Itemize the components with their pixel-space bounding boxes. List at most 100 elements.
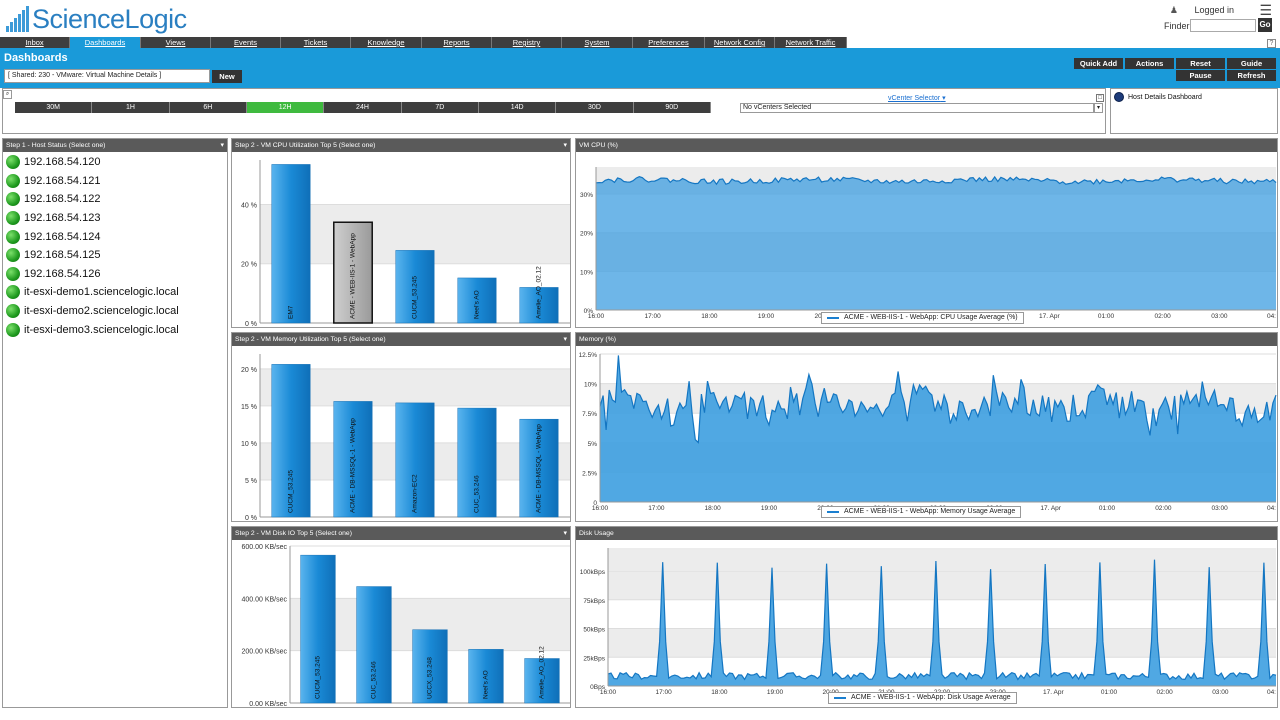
bar[interactable] — [457, 407, 497, 518]
host-item[interactable]: it-esxi-demo3.sciencelogic.local — [3, 320, 227, 339]
x-tick-label: 04: — [1267, 505, 1276, 512]
memory-panel: Memory (%) 0 2.5% 5% 7.5% 10% 12.5% 16:00 17:00… — [575, 332, 1278, 522]
pause-button[interactable]: Pause — [1176, 70, 1225, 81]
y-tick-label: 5 % — [245, 478, 257, 485]
vm-cpu-chart[interactable]: 0%10%20%30%16:0017:0018:0019:0020:0021:0… — [576, 152, 1278, 328]
nav-tab-network-traffic[interactable]: Network Traffic — [775, 37, 847, 48]
nav-tab-registry[interactable]: Registry — [492, 37, 562, 48]
y-tick-label: 400.00 KB/sec — [241, 596, 287, 603]
quick-add-button[interactable]: Quick Add — [1074, 58, 1123, 69]
host-item[interactable]: 192.168.54.126 — [3, 265, 227, 284]
nav-tab-network-config[interactable]: Network Config — [705, 37, 775, 48]
panel-menu-icon[interactable]: ▾ — [220, 142, 224, 149]
nav-tab-reports[interactable]: Reports — [422, 37, 492, 48]
timespan-24h[interactable]: 24H — [324, 102, 402, 113]
disk-usage-chart[interactable]: 0Bps 25kBps 50kBps 75kBps 100kBps 16:00 17:00 1… — [576, 540, 1278, 708]
timespan-30d[interactable]: 30D — [556, 102, 634, 113]
timespan-6h[interactable]: 6H — [169, 102, 247, 113]
nav-tab-events[interactable]: Events — [211, 37, 281, 48]
timespan-1h[interactable]: 1H — [92, 102, 170, 113]
dashboard-select[interactable]: [ Shared: 230 - VMware: Virtual Machine … — [4, 69, 210, 83]
finder-go-button[interactable]: Go — [1258, 18, 1272, 32]
nav-tab-views[interactable]: Views — [141, 37, 211, 48]
help-icon[interactable]: ? — [1267, 39, 1276, 48]
host-item[interactable]: 192.168.54.125 — [3, 246, 227, 265]
bar[interactable] — [468, 649, 504, 704]
y-tick-label: 20% — [580, 231, 593, 238]
y-tick-label: 50kBps — [583, 627, 605, 634]
host-item[interactable]: 192.168.54.122 — [3, 190, 227, 209]
nav-tab-tickets[interactable]: Tickets — [281, 37, 351, 48]
y-tick-label: 10% — [584, 382, 597, 389]
nav-tab-label: System — [584, 38, 610, 47]
cpu-top5-chart[interactable]: 0 % 20 % 40 % EM7 ACME - WEB-IIS-1 - WebApp C… — [232, 152, 571, 328]
diskio-top5-chart[interactable]: 0.00 KB/sec 200.00 KB/sec 400.00 KB/sec 600… — [232, 540, 571, 708]
host-label: it-esxi-demo3.sciencelogic.local — [24, 323, 179, 336]
nav-tab-preferences[interactable]: Preferences — [633, 37, 705, 48]
x-tick-label: 18:00 — [705, 505, 722, 512]
actions-button[interactable]: Actions — [1125, 58, 1174, 69]
panel-menu-icon[interactable]: ▾ — [563, 142, 567, 149]
y-tick-label: 200.00 KB/sec — [241, 649, 287, 656]
y-tick-label: 20 % — [241, 367, 257, 374]
bar[interactable] — [271, 164, 311, 324]
memory-legend[interactable]: ACME - WEB-IIS-1 - WebApp: Memory Usage … — [821, 506, 1022, 518]
timespan-14d[interactable]: 14D — [478, 102, 557, 113]
bar[interactable] — [333, 221, 373, 324]
host-item[interactable]: 192.168.54.120 — [3, 153, 227, 172]
host-details-label[interactable]: Host Details Dashboard — [1128, 94, 1202, 101]
nav-tab-inbox[interactable]: Inbox — [0, 37, 70, 48]
host-item[interactable]: it-esxi-demo1.sciencelogic.local — [3, 283, 227, 302]
vm-cpu-legend[interactable]: ACME - WEB-IIS-1 - WebApp: CPU Usage Ave… — [821, 312, 1024, 324]
legend-label: ACME - WEB-IIS-1 - WebApp: Disk Usage Av… — [851, 694, 1011, 701]
bar[interactable] — [412, 629, 448, 704]
diskio-top5-panel: Step 2 - VM Disk IO Top 5 (Select one) ▾ … — [231, 526, 571, 708]
host-item[interactable]: 192.168.54.124 — [3, 227, 227, 246]
disk-usage-legend[interactable]: ACME - WEB-IIS-1 - WebApp: Disk Usage Av… — [828, 692, 1017, 704]
bar-label: UCCX_53.248 — [427, 657, 434, 699]
new-dashboard-button[interactable]: New — [212, 70, 242, 83]
bar[interactable] — [395, 250, 435, 324]
bar[interactable] — [271, 364, 311, 518]
panel-menu-icon[interactable]: ▾ — [563, 336, 567, 343]
timespan-90d[interactable]: 90D — [633, 102, 711, 113]
y-tick-label: 10 % — [241, 441, 257, 448]
host-label: 192.168.54.123 — [24, 212, 101, 225]
vcenter-dropdown-icon[interactable]: ▾ — [1094, 103, 1103, 113]
reset-button[interactable]: Reset — [1176, 58, 1225, 69]
vcenter-selector-label[interactable]: vCenter Selector — [888, 95, 941, 102]
timespan-12h[interactable]: 12H — [246, 102, 325, 113]
widget-options-icon[interactable]: ⌕ — [3, 90, 12, 99]
bar[interactable] — [300, 554, 336, 704]
host-item[interactable]: it-esxi-demo2.sciencelogic.local — [3, 302, 227, 321]
bar[interactable] — [395, 402, 435, 518]
refresh-button[interactable]: Refresh — [1227, 70, 1276, 81]
bar[interactable] — [333, 401, 373, 518]
bar[interactable] — [519, 287, 559, 324]
status-green-icon — [6, 322, 20, 337]
bar[interactable] — [524, 658, 560, 704]
bar[interactable] — [356, 586, 392, 704]
y-tick-label: 0 % — [245, 321, 257, 328]
hamburger-menu-icon[interactable]: ☰ — [1259, 2, 1272, 18]
logo-bars-icon — [6, 6, 29, 32]
vcenter-selector-link[interactable]: vCenter Selector ▾ — [888, 95, 946, 102]
bar[interactable] — [457, 277, 497, 324]
host-item[interactable]: 192.168.54.121 — [3, 172, 227, 191]
bar[interactable] — [519, 418, 559, 518]
memory-top5-chart[interactable]: 0 % 5 % 10 % 15 % 20 % CUCM_53.245 ACME - DB-M… — [232, 346, 571, 522]
nav-tab-dashboards[interactable]: Dashboards — [70, 37, 141, 48]
grid-band — [608, 548, 1276, 571]
host-item[interactable]: 192.168.54.123 — [3, 209, 227, 228]
nav-tab-knowledge[interactable]: Knowledge — [351, 37, 422, 48]
nav-tab-system[interactable]: System — [562, 37, 633, 48]
panel-menu-icon[interactable]: ▾ — [563, 530, 567, 537]
vcenter-select[interactable]: No vCenters Selected — [740, 103, 1094, 113]
finder-input[interactable] — [1190, 19, 1256, 32]
vcenter-options-icon[interactable]: □ — [1096, 94, 1104, 102]
timespan-7d[interactable]: 7D — [401, 102, 479, 113]
guide-button[interactable]: Guide — [1227, 58, 1276, 69]
x-tick-label: 01:00 — [1101, 689, 1118, 696]
timespan-30m[interactable]: 30M — [15, 102, 93, 113]
memory-chart[interactable]: 02.5%5%7.5%10%12.5%16:0017:0018:0019:002… — [576, 346, 1278, 522]
